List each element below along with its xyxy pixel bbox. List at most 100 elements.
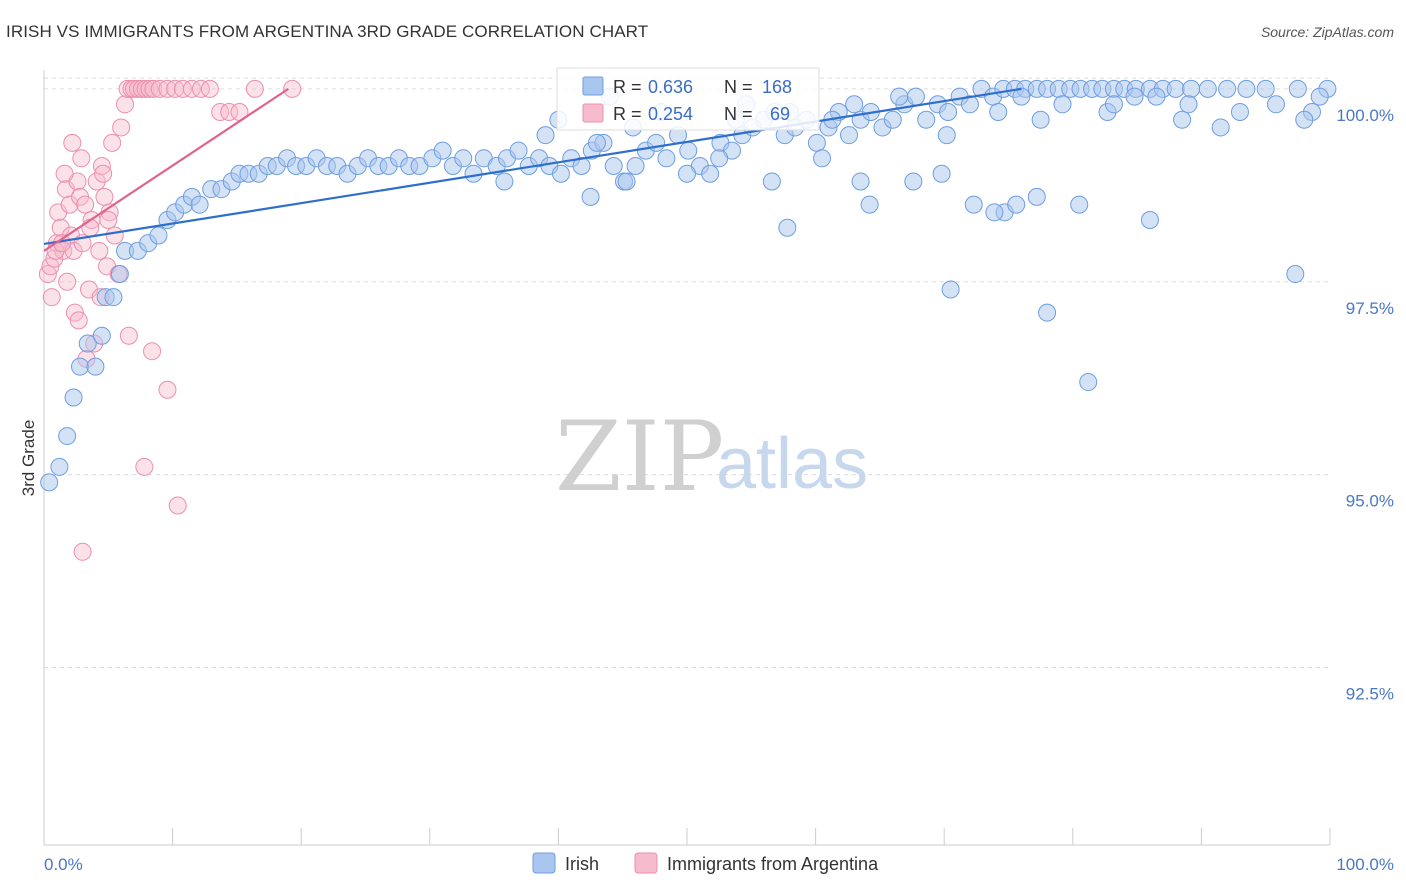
argentina-point bbox=[182, 79, 201, 98]
argentina-point bbox=[220, 103, 239, 122]
irish-point bbox=[851, 172, 870, 191]
argentina-point bbox=[51, 218, 70, 237]
argentina-point bbox=[81, 218, 100, 237]
irish-point bbox=[917, 110, 936, 129]
irish-point bbox=[104, 288, 123, 307]
argentina-point bbox=[42, 288, 61, 307]
argentina-point bbox=[144, 79, 163, 98]
irish-point bbox=[904, 172, 923, 191]
irish-point bbox=[86, 357, 105, 376]
irish-point bbox=[1104, 95, 1123, 114]
y-axis-label: 3rd Grade bbox=[19, 420, 38, 497]
irish-point bbox=[679, 141, 698, 160]
irish-point bbox=[710, 149, 729, 168]
irish-point bbox=[985, 203, 1004, 222]
irish-point bbox=[433, 141, 452, 160]
irish-point bbox=[939, 103, 958, 122]
argentina-point bbox=[136, 79, 155, 98]
x-tick-label-0: 0.0% bbox=[44, 855, 83, 874]
irish-point bbox=[1310, 87, 1329, 106]
argentina-points bbox=[38, 79, 302, 561]
irish-point bbox=[932, 164, 951, 183]
argentina-point bbox=[105, 226, 124, 245]
argentina-point bbox=[158, 380, 177, 399]
irish-swatch bbox=[582, 76, 604, 96]
irish-point bbox=[1179, 95, 1198, 114]
irish-point bbox=[678, 164, 696, 183]
argentina-r-label: R = bbox=[613, 104, 642, 124]
irish-point bbox=[890, 87, 909, 106]
irish-point bbox=[536, 126, 555, 145]
legend-argentina-swatch bbox=[634, 852, 658, 874]
argentina-point bbox=[92, 157, 111, 176]
irish-point bbox=[937, 126, 956, 145]
irish-point bbox=[604, 157, 623, 176]
irish-n-label: N = bbox=[724, 77, 753, 97]
argentina-point bbox=[168, 496, 187, 515]
argentina-point bbox=[116, 95, 135, 114]
irish-point bbox=[58, 427, 77, 446]
irish-point bbox=[906, 87, 925, 106]
argentina-point bbox=[143, 342, 162, 361]
irish-point bbox=[1173, 110, 1192, 129]
irish-point bbox=[1012, 87, 1031, 106]
irish-point bbox=[1031, 110, 1050, 129]
y-tick-label: 100.0% bbox=[1336, 106, 1394, 125]
argentina-point bbox=[112, 118, 131, 137]
irish-point bbox=[1218, 79, 1237, 98]
irish-point bbox=[454, 149, 473, 168]
irish-point bbox=[1147, 87, 1166, 106]
argentina-point bbox=[73, 542, 92, 561]
irish-r-label: R = bbox=[613, 77, 642, 97]
argentina-trend-line bbox=[43, 87, 289, 252]
irish-point bbox=[1286, 265, 1305, 284]
x-axis-ticks bbox=[43, 828, 1331, 845]
y-tick-label: 95.0% bbox=[1346, 492, 1394, 511]
irish-point bbox=[1182, 79, 1201, 98]
argentina-point bbox=[211, 103, 230, 122]
irish-point bbox=[572, 157, 591, 176]
irish-point bbox=[509, 141, 528, 160]
x-tick-label-100: 100.0% bbox=[1336, 855, 1394, 874]
argentina-point bbox=[55, 164, 74, 183]
irish-n-value: 168 bbox=[762, 77, 792, 97]
irish-r-value: 0.636 bbox=[648, 77, 693, 97]
legend-irish-swatch bbox=[532, 852, 556, 874]
y-tick-label: 92.5% bbox=[1346, 685, 1394, 704]
stats-box: R = 0.636 N = 168 R = 0.254 N = 69 bbox=[556, 67, 820, 131]
irish-point bbox=[587, 133, 606, 152]
irish-point bbox=[110, 265, 129, 284]
argentina-point bbox=[158, 79, 177, 98]
irish-point bbox=[1166, 79, 1185, 98]
irish-point bbox=[762, 172, 781, 191]
irish-point bbox=[860, 195, 879, 214]
argentina-point bbox=[99, 211, 118, 230]
irish-point bbox=[1198, 79, 1217, 98]
irish-point bbox=[78, 334, 97, 353]
y-axis-tick-labels: 100.0% 97.5% 95.0% 92.5% bbox=[1336, 106, 1394, 704]
trend-lines bbox=[43, 87, 1022, 252]
irish-point bbox=[1053, 95, 1072, 114]
irish-point bbox=[778, 218, 797, 237]
argentina-point bbox=[54, 241, 73, 260]
irish-trend-line bbox=[43, 87, 1022, 246]
irish-point bbox=[883, 110, 902, 129]
irish-point bbox=[71, 357, 90, 376]
argentina-point bbox=[118, 79, 137, 98]
argentina-point bbox=[58, 272, 77, 291]
argentina-point bbox=[95, 187, 114, 206]
argentina-point bbox=[90, 241, 109, 260]
irish-point bbox=[657, 149, 676, 168]
argentina-point bbox=[76, 195, 95, 214]
argentina-point bbox=[173, 79, 192, 98]
irish-point bbox=[701, 164, 720, 183]
y-tick-label: 97.5% bbox=[1346, 299, 1394, 318]
irish-point bbox=[1256, 79, 1275, 98]
argentina-point bbox=[135, 457, 154, 476]
legend-argentina-label: Immigrants from Argentina bbox=[667, 854, 879, 874]
irish-point bbox=[941, 280, 960, 299]
irish-point bbox=[1027, 187, 1046, 206]
irish-point bbox=[64, 388, 83, 407]
irish-point bbox=[551, 164, 570, 183]
irish-point bbox=[149, 226, 168, 245]
